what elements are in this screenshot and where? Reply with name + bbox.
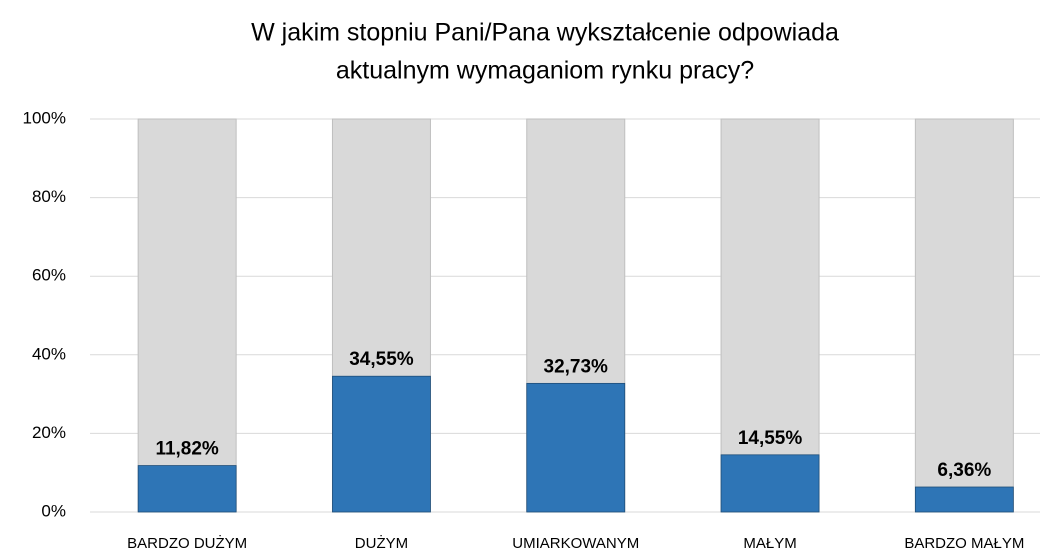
data-label: 11,82% <box>155 439 218 460</box>
chart-title: W jakim stopniu Pani/Pana wykształcenie … <box>251 19 839 47</box>
y-tick-label: 80% <box>32 187 66 206</box>
x-tick-label: UMIARKOWANYM <box>512 535 639 552</box>
bar-background <box>720 118 820 513</box>
bar <box>914 486 1014 513</box>
bar-background <box>914 118 1014 513</box>
x-tick-label: DUŻYM <box>355 534 408 552</box>
y-tick-label: 100% <box>23 108 66 127</box>
data-label: 14,55% <box>738 428 803 449</box>
data-label: 34,55% <box>349 349 414 370</box>
chart-title: aktualnym wymaganiom rynku pracy? <box>336 57 754 85</box>
y-tick-label: 20% <box>32 423 66 442</box>
bar <box>332 375 431 513</box>
x-tick-label: MAŁYM <box>743 535 796 552</box>
x-tick-label: BARDZO DUŻYM <box>127 534 247 552</box>
bar <box>526 382 626 513</box>
x-tick-label: BARDZO MAŁYM <box>904 535 1024 552</box>
y-tick-label: 0% <box>41 501 66 520</box>
bar <box>720 454 820 513</box>
y-tick-label: 40% <box>32 344 66 363</box>
y-tick-label: 60% <box>32 266 66 285</box>
bar <box>137 465 237 513</box>
data-label: 32,73% <box>544 356 609 377</box>
data-label: 6,36% <box>937 460 991 481</box>
